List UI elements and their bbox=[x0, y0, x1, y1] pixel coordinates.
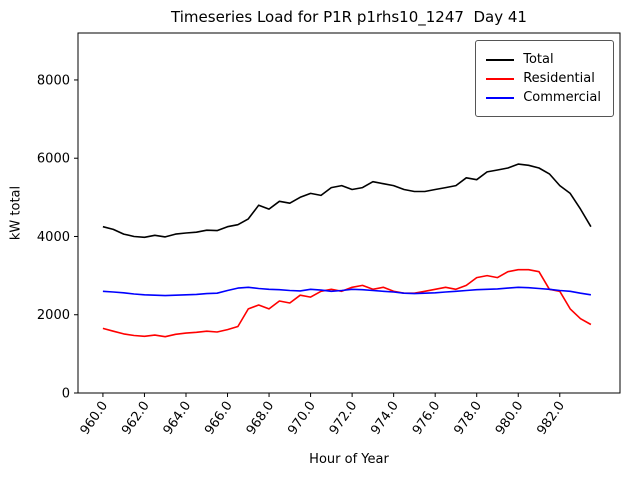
y-tick-label: 8000 bbox=[37, 73, 70, 88]
total-line-swatch bbox=[486, 58, 515, 61]
x-tick-label: 970.0 bbox=[285, 399, 319, 438]
commercial-line-swatch bbox=[486, 96, 515, 99]
x-tick-label: 982.0 bbox=[534, 399, 568, 438]
x-tick-label: 964.0 bbox=[161, 399, 195, 438]
x-tick-label: 972.0 bbox=[327, 399, 361, 438]
x-tick-label: 962.0 bbox=[119, 399, 153, 438]
legend-label-commercial: Commercial bbox=[523, 90, 601, 105]
legend-label-total: Total bbox=[523, 52, 554, 67]
legend-label-residential: Residential bbox=[523, 71, 595, 86]
legend: Total Residential Commercial bbox=[475, 40, 614, 117]
series-line-residential bbox=[102, 268, 592, 338]
x-tick-label: 980.0 bbox=[493, 399, 527, 438]
x-tick-label: 966.0 bbox=[202, 399, 236, 438]
x-tick-label: 974.0 bbox=[368, 399, 402, 438]
y-tick-label: 2000 bbox=[37, 308, 70, 323]
chart-title: Timeseries Load for P1R p1rhs10_1247 Day… bbox=[171, 8, 527, 26]
x-tick-label: 960.0 bbox=[78, 399, 112, 438]
series-line-total bbox=[102, 163, 592, 239]
y-tick-label: 4000 bbox=[37, 230, 70, 245]
series-line-commercial bbox=[102, 286, 592, 297]
x-tick-label: 978.0 bbox=[451, 399, 485, 438]
y-tick-label: 6000 bbox=[37, 152, 70, 167]
legend-item-total: Total bbox=[486, 52, 601, 67]
x-axis-label: Hour of Year bbox=[309, 452, 389, 467]
legend-item-residential: Residential bbox=[486, 71, 601, 86]
y-axis-label: kW total bbox=[8, 185, 24, 241]
legend-item-commercial: Commercial bbox=[486, 90, 601, 105]
x-tick-label: 968.0 bbox=[244, 399, 278, 438]
axes-frame bbox=[77, 32, 621, 394]
residential-line-swatch bbox=[486, 77, 515, 80]
y-tick-label: 0 bbox=[62, 387, 70, 402]
x-tick-label: 976.0 bbox=[410, 399, 444, 438]
